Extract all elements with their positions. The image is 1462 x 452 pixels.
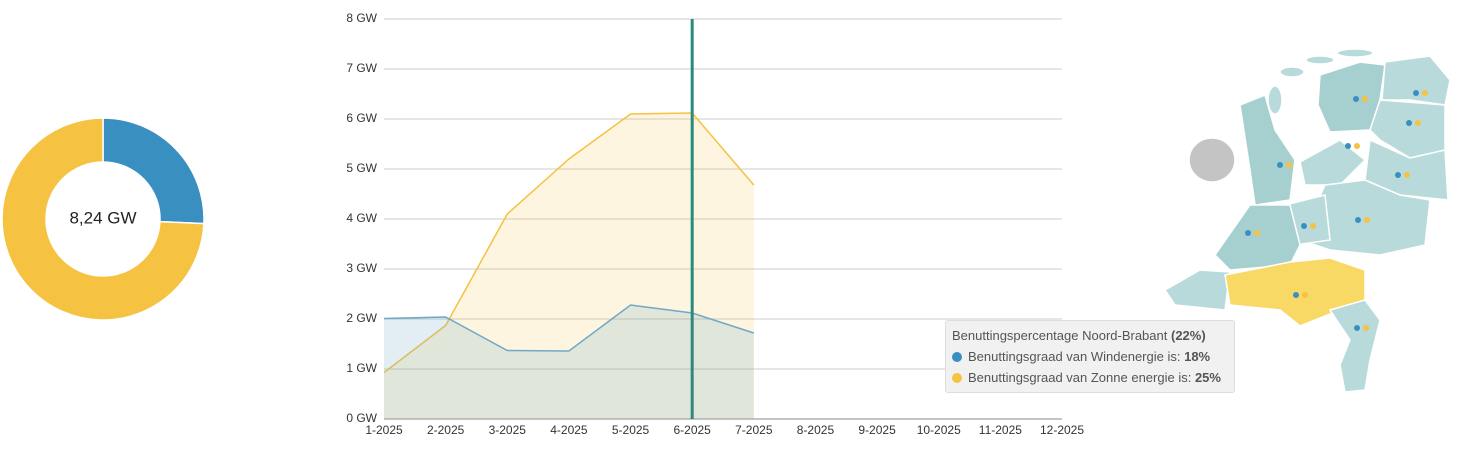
map-dot bbox=[1301, 223, 1307, 229]
donut-slice bbox=[1, 117, 205, 321]
tooltip-value: 25% bbox=[1194, 370, 1221, 385]
tooltip-value: 18% bbox=[1184, 349, 1211, 364]
tooltip-title-text: Benuttingspercentage Noord-Brabant bbox=[952, 328, 1168, 343]
x-tick-label: 8-2025 bbox=[797, 423, 835, 437]
map-dot bbox=[1404, 172, 1410, 178]
donut-slice bbox=[102, 117, 205, 225]
x-tick-label: 5-2025 bbox=[612, 423, 650, 437]
x-tick-label: 9-2025 bbox=[858, 423, 896, 437]
tooltip-title-value: (22%) bbox=[1171, 328, 1206, 343]
x-tick-label: 10-2025 bbox=[917, 423, 961, 437]
map-dot bbox=[1277, 162, 1283, 168]
map-dot bbox=[1395, 172, 1401, 178]
x-tick-label: 6-2025 bbox=[673, 423, 711, 437]
y-tick-label: 0 GW bbox=[346, 411, 377, 425]
y-tick-label: 1 GW bbox=[346, 361, 377, 375]
tooltip-label: Benuttingsgraad van Windenergie is: bbox=[968, 349, 1181, 364]
map bbox=[1163, 48, 1451, 393]
province bbox=[1381, 55, 1451, 106]
map-dot bbox=[1354, 143, 1360, 149]
map-dot bbox=[1415, 120, 1421, 126]
map-dots bbox=[1245, 90, 1428, 331]
tooltip-title: Benuttingspercentage Noord-Brabant (22%) bbox=[952, 325, 1228, 346]
y-tick-label: 6 GW bbox=[346, 111, 377, 125]
map-dot bbox=[1422, 90, 1428, 96]
map-dot bbox=[1355, 217, 1361, 223]
province bbox=[1214, 204, 1301, 271]
tooltip-dot bbox=[952, 373, 962, 383]
x-tick-label: 3-2025 bbox=[489, 423, 527, 437]
x-tick-label: 2-2025 bbox=[427, 423, 465, 437]
map-dot bbox=[1354, 325, 1360, 331]
island bbox=[1305, 55, 1335, 65]
map-dot bbox=[1286, 162, 1292, 168]
map-dot bbox=[1406, 120, 1412, 126]
y-tick-label: 4 GW bbox=[346, 211, 377, 225]
map-dot bbox=[1364, 217, 1370, 223]
area-fill bbox=[384, 113, 754, 419]
island bbox=[1279, 66, 1305, 78]
island bbox=[1267, 85, 1283, 115]
map-dot bbox=[1413, 90, 1419, 96]
map-dot bbox=[1345, 143, 1351, 149]
x-tick-label: 1-2025 bbox=[365, 423, 403, 437]
tooltip-label: Benuttingsgraad van Zonne energie is: bbox=[968, 370, 1192, 385]
area-fill bbox=[384, 305, 754, 419]
map-marker bbox=[1188, 137, 1236, 183]
map-dot bbox=[1353, 96, 1359, 102]
y-tick-label: 5 GW bbox=[346, 161, 377, 175]
tooltip-item: Benuttingsgraad van Windenergie is: 18% bbox=[952, 346, 1228, 367]
map-dot bbox=[1362, 96, 1368, 102]
tooltip: Benuttingspercentage Noord-Brabant (22%)… bbox=[945, 320, 1235, 393]
y-tick-label: 8 GW bbox=[346, 11, 377, 25]
province bbox=[1328, 299, 1381, 393]
province bbox=[1163, 269, 1231, 311]
map-dot bbox=[1302, 292, 1308, 298]
island bbox=[1336, 48, 1374, 58]
tooltip-item: Benuttingsgraad van Zonne energie is: 25… bbox=[952, 367, 1228, 388]
map-dot bbox=[1310, 223, 1316, 229]
donut-center-label: 8,24 GW bbox=[69, 208, 136, 227]
x-tick-label: 12-2025 bbox=[1040, 423, 1084, 437]
x-tick-label: 7-2025 bbox=[735, 423, 773, 437]
tooltip-dot bbox=[952, 352, 962, 362]
province bbox=[1299, 139, 1367, 186]
y-tick-label: 3 GW bbox=[346, 261, 377, 275]
x-tick-label: 11-2025 bbox=[979, 423, 1022, 437]
x-tick-label: 4-2025 bbox=[550, 423, 588, 437]
map-dot bbox=[1245, 230, 1251, 236]
y-tick-label: 2 GW bbox=[346, 311, 377, 325]
province bbox=[1239, 93, 1296, 206]
map-dot bbox=[1254, 230, 1260, 236]
y-tick-label: 7 GW bbox=[346, 61, 377, 75]
tooltip-items: Benuttingsgraad van Windenergie is: 18% B… bbox=[952, 346, 1228, 388]
map-dot bbox=[1293, 292, 1299, 298]
map-dot bbox=[1363, 325, 1369, 331]
